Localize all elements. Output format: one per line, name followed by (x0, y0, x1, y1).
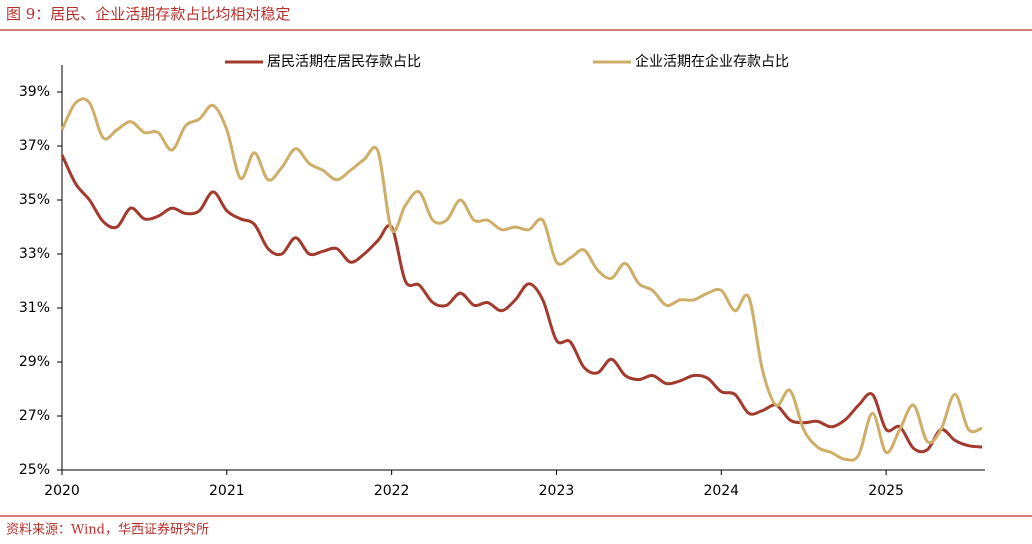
x-tick-label: 2022 (374, 483, 410, 499)
y-tick-label: 33% (19, 246, 50, 262)
series-line (60, 97, 983, 462)
chart-title: 图 9：居民、企业活期存款占比均相对稳定 (6, 5, 290, 23)
x-tick-label: 2020 (44, 483, 80, 499)
x-tick-label: 2021 (209, 483, 245, 499)
y-tick-label: 25% (19, 462, 50, 478)
legend-label: 居民活期在居民存款占比 (267, 54, 421, 70)
source: 资料来源：Wind，华西证券研究所 (6, 522, 209, 538)
x-tick-label: 2025 (868, 483, 904, 499)
y-tick-label: 31% (19, 300, 50, 316)
y-tick-label: 35% (19, 192, 50, 208)
y-tick-label: 37% (19, 138, 50, 154)
y-tick-label: 39% (19, 84, 50, 100)
series-line (60, 154, 983, 454)
x-tick-label: 2024 (703, 483, 739, 499)
legend-label: 企业活期在企业存款占比 (635, 53, 789, 70)
y-tick-label: 29% (19, 354, 50, 370)
y-tick-label: 27% (19, 408, 50, 424)
x-tick-label: 2023 (539, 483, 575, 499)
